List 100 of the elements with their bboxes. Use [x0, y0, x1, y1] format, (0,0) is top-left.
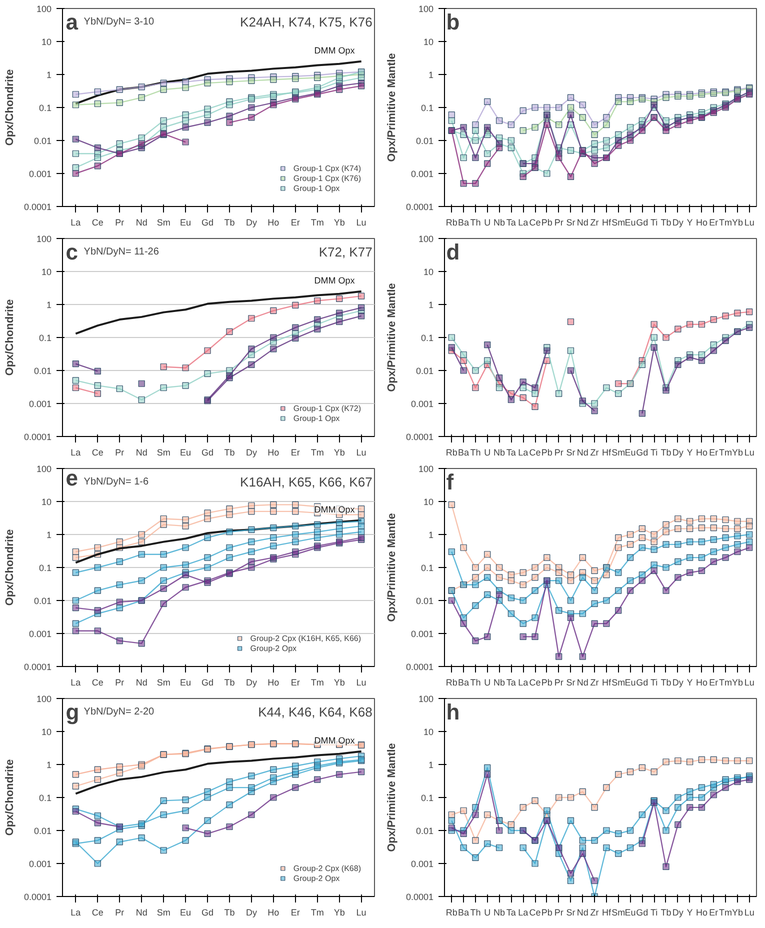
series-label: DMM Opx — [314, 275, 356, 286]
x-tick-label: Ce — [529, 908, 541, 918]
annotation: K72, K77 — [318, 244, 372, 260]
x-tick-label: Yb — [732, 218, 743, 228]
x-tick-label: Tm — [719, 908, 732, 918]
x-tick-label: La — [518, 908, 528, 918]
x-tick-label: La — [518, 218, 528, 228]
series-label: DMM Opx — [314, 504, 356, 514]
legend-label: Group-2 Opx — [250, 643, 297, 653]
y-tick-label: 100 — [418, 234, 434, 244]
x-tick-label: Sr — [566, 678, 576, 688]
x-tick-label: Ti — [650, 448, 658, 458]
x-tick-label: Er — [709, 448, 718, 458]
legend-label: Group-1 Opx — [293, 413, 340, 423]
chart-title: a — [66, 10, 79, 34]
x-tick-label: U — [484, 448, 491, 458]
y-tick-label: 100 — [36, 4, 52, 14]
y-tick-label: 0.1 — [420, 333, 434, 343]
x-tick-label: Y — [686, 908, 693, 918]
x-tick-label: Tm — [719, 678, 732, 688]
x-tick-label: Eu — [180, 908, 192, 918]
x-tick-label: Y — [686, 218, 693, 228]
y-tick-label: 1 — [46, 300, 52, 310]
y-tick-label: 0.1 — [38, 103, 52, 113]
y-tick-label: 0.1 — [420, 563, 434, 573]
x-tick-label: La — [518, 448, 528, 458]
legend-label: Group-1 Cpx (K72) — [293, 403, 361, 413]
y-tick-label: 100 — [418, 4, 434, 14]
y-axis-title: Opx/Chondrite — [4, 529, 16, 606]
y-tick-label: 0.0001 — [24, 662, 52, 672]
x-tick-label: Yb — [334, 678, 345, 688]
legend-label: Group-1 Cpx (K74) — [293, 163, 361, 173]
annotation: YbN/DyN= 2-20 — [84, 706, 155, 718]
annotation: YbN/DyN= 3-10 — [84, 16, 155, 28]
x-tick-label: Sr — [566, 448, 576, 458]
x-tick-label: Sm — [156, 448, 170, 458]
x-tick-label: Hf — [602, 908, 612, 918]
y-tick-label: 0.0001 — [24, 432, 52, 442]
x-tick-label: Nb — [494, 448, 506, 458]
x-tick-label: Pb — [541, 448, 552, 458]
x-tick-label: Er — [709, 678, 718, 688]
x-tick-label: Sm — [612, 448, 626, 458]
x-tick-label: Sm — [156, 678, 170, 688]
x-tick-label: Ba — [458, 448, 470, 458]
x-tick-label: Eu — [180, 218, 192, 228]
x-tick-label: Th — [470, 218, 481, 228]
x-tick-label: Hf — [602, 678, 612, 688]
chart-title: h — [446, 700, 460, 724]
legend-label: Group-2 Opx — [293, 873, 340, 883]
x-tick-label: Pr — [554, 908, 564, 918]
x-tick-label: Gd — [636, 218, 648, 228]
x-tick-label: Tb — [660, 908, 672, 918]
y-tick-label: 1 — [46, 530, 52, 540]
y-tick-label: 1 — [46, 760, 52, 770]
x-tick-label: Zr — [590, 678, 599, 688]
x-tick-label: Ce — [529, 678, 541, 688]
x-tick-label: Ce — [529, 448, 541, 458]
x-tick-label: Tb — [224, 448, 235, 458]
y-tick-label: 100 — [418, 464, 434, 474]
x-tick-label: Gd — [202, 218, 214, 228]
x-tick-label: Er — [290, 678, 300, 688]
x-tick-label: Y — [686, 448, 693, 458]
y-tick-label: 1 — [46, 70, 52, 80]
chart-title: d — [446, 240, 460, 264]
x-tick-label: La — [518, 678, 528, 688]
x-tick-label: La — [70, 218, 81, 228]
x-tick-label: Ce — [92, 908, 104, 918]
x-tick-label: Pb — [541, 908, 552, 918]
x-tick-label: Pb — [541, 678, 552, 688]
x-tick-label: Lu — [744, 218, 754, 228]
x-tick-label: Nd — [136, 678, 148, 688]
x-tick-label: Lu — [744, 678, 754, 688]
x-tick-label: Tm — [719, 218, 732, 228]
y-tick-label: 0.001 — [410, 859, 434, 869]
x-tick-label: Rb — [446, 678, 458, 688]
y-tick-label: 10 — [41, 37, 52, 47]
x-tick-label: Ba — [458, 218, 470, 228]
y-tick-label: 0.01 — [416, 136, 434, 146]
y-tick-label: 0.1 — [420, 793, 434, 803]
y-tick-label: 0.0001 — [406, 892, 434, 902]
x-tick-label: Yb — [334, 448, 345, 458]
y-axis-title: Opx/Chondrite — [4, 299, 16, 376]
x-tick-label: Ta — [506, 218, 516, 228]
x-tick-label: Eu — [180, 448, 192, 458]
x-tick-label: Nb — [494, 678, 506, 688]
chart-title: e — [66, 466, 78, 490]
x-tick-label: Ti — [650, 908, 658, 918]
x-tick-label: Tb — [224, 218, 235, 228]
y-tick-label: 100 — [36, 464, 52, 474]
x-tick-label: Ce — [529, 218, 541, 228]
y-tick-label: 0.01 — [34, 366, 52, 376]
y-tick-label: 10 — [423, 37, 434, 47]
x-tick-label: Zr — [590, 908, 599, 918]
y-tick-label: 0.0001 — [24, 202, 52, 212]
x-tick-label: Tm — [310, 678, 324, 688]
series-label: DMM Opx — [314, 735, 356, 746]
chart-title: b — [446, 10, 460, 34]
x-tick-label: Rb — [446, 218, 458, 228]
y-tick-label: 0.001 — [28, 859, 52, 869]
y-tick-label: 0.0001 — [406, 432, 434, 442]
